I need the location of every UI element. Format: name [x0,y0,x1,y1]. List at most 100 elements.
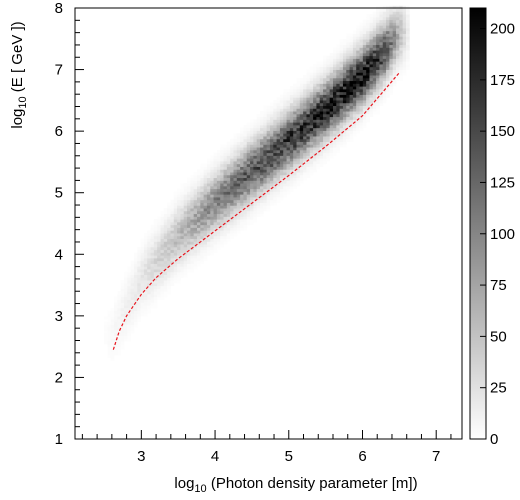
heatmap-cell [256,144,261,148]
heatmap-cell [376,75,380,79]
heatmap-cell [183,246,188,251]
heatmap-cell [366,119,370,123]
heatmap-cell [279,185,284,190]
heatmap-cell [250,177,254,181]
heatmap-cell [127,277,132,281]
heatmap-cell [197,205,201,209]
heatmap-cell [226,224,231,228]
heatmap-cell [366,50,370,54]
heatmap-cell [190,180,195,184]
heatmap-cell [392,8,397,12]
heatmap-cell [369,72,374,76]
heatmap-cell [309,124,314,129]
heatmap-cell [289,144,294,148]
heatmap-cell [359,94,364,98]
heatmap-cell [187,238,191,242]
heatmap-cell [342,55,347,59]
heatmap-cell [372,75,377,79]
heatmap-cell [323,116,327,120]
heatmap-cell [243,163,248,167]
heatmap-cell [200,249,205,253]
heatmap-cell [356,41,360,46]
heatmap-cell [356,36,360,40]
heatmap-cell [213,185,218,190]
heatmap-cell [250,188,254,192]
heatmap-cell [405,58,410,62]
heatmap-cell [183,274,188,278]
heatmap-cell [220,219,224,223]
heatmap-cell [200,241,205,245]
heatmap-cell [130,271,135,275]
heatmap-cell [243,191,248,195]
heatmap-cell [170,219,175,223]
heatmap-cell [233,221,238,226]
heatmap-cell [263,124,268,129]
heatmap-cell [336,130,341,134]
heatmap-cell [220,147,224,151]
heatmap-cell [216,163,221,167]
heatmap-cell [283,94,287,98]
heatmap-cell [137,282,142,287]
heatmap-cell [223,199,228,203]
heatmap-cell [240,208,244,212]
heatmap-cell [220,241,224,245]
heatmap-cell [303,158,307,162]
heatmap-cell [273,116,278,120]
heatmap-cell [329,111,334,115]
heatmap-cell [349,122,354,126]
heatmap-cell [362,52,367,57]
heatmap-cell [260,136,264,140]
heatmap-cell [256,166,261,170]
heatmap-cell [226,205,231,209]
heatmap-cell [263,161,268,165]
heatmap-cell [372,55,377,59]
heatmap-cell [197,210,201,215]
heatmap-cell [124,302,128,306]
heatmap-cell [120,318,125,323]
heatmap-cell [167,216,171,220]
heatmap-cell [120,346,125,350]
heatmap-cell [173,221,178,226]
heatmap-cell [187,230,191,234]
heatmap-cell [309,130,314,134]
heatmap-cell [276,108,281,112]
heatmap-cell [326,119,331,123]
heatmap-cell [223,161,228,165]
heatmap-cell [230,213,234,217]
heatmap-cell [372,97,377,101]
heatmap-cell [157,280,161,284]
heatmap-cell [319,119,324,123]
heatmap-cell [336,44,341,48]
heatmap-cell [183,183,188,187]
heatmap-cell [359,30,364,34]
heatmap-cell [203,202,208,206]
heatmap-cell [223,149,228,154]
heatmap-cell [193,235,198,239]
heatmap-cell [127,296,132,300]
heatmap-cell [250,185,254,190]
heatmap-cell [263,152,268,156]
heatmap-cell [183,221,188,226]
heatmap-cell [376,52,380,57]
heatmap-cell [376,33,380,37]
heatmap-cell [313,69,317,73]
heatmap-cell [110,330,115,334]
heatmap-cell [382,86,387,90]
heatmap-cell [273,166,278,170]
heatmap-cell [339,52,344,57]
heatmap-cell [193,174,198,179]
heatmap-cell [167,221,171,226]
heatmap-cell [279,191,284,195]
heatmap-cell [313,108,317,112]
heatmap-cell [120,330,125,334]
heatmap-cell [372,86,377,90]
heatmap-cell [349,136,354,140]
heatmap-cell [114,296,118,300]
heatmap-cell [220,163,224,167]
heatmap-cell [405,8,410,12]
heatmap-cell [286,158,291,162]
heatmap-cell [386,61,390,65]
heatmap-cell [399,30,404,34]
heatmap-cell [269,124,274,129]
heatmap-cell [226,213,231,217]
